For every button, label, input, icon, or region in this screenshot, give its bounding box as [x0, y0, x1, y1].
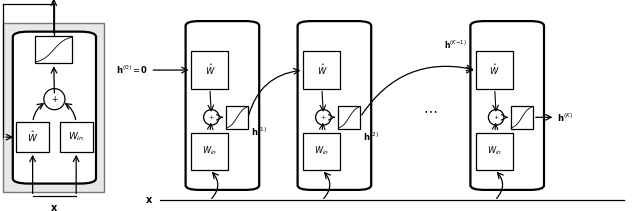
Bar	[303, 51, 340, 89]
Text: $\hat{W}$: $\hat{W}$	[27, 130, 38, 145]
Ellipse shape	[488, 110, 504, 125]
Bar	[511, 106, 533, 129]
Text: $W_{in}$: $W_{in}$	[314, 145, 330, 157]
Bar	[476, 51, 513, 89]
Text: $\cdots$: $\cdots$	[423, 103, 437, 117]
Text: $\mathbf{h}^{(2)}$: $\mathbf{h}^{(2)}$	[363, 130, 379, 142]
Text: $\mathbf{x}$: $\mathbf{x}$	[145, 195, 154, 206]
Ellipse shape	[204, 110, 219, 125]
Text: $W_{in}$: $W_{in}$	[202, 145, 218, 157]
Text: +: +	[209, 115, 214, 120]
Bar	[3, 23, 104, 192]
Text: $\mathbf{h}^{(K)}$: $\mathbf{h}^{(K)}$	[557, 111, 573, 123]
Text: $\hat{W}$: $\hat{W}$	[317, 63, 327, 77]
Text: $\mathbf{x}$: $\mathbf{x}$	[51, 203, 58, 211]
Bar	[476, 133, 513, 170]
Ellipse shape	[316, 110, 331, 125]
FancyBboxPatch shape	[13, 32, 96, 184]
Text: $\hat{W}$: $\hat{W}$	[205, 63, 215, 77]
Text: +: +	[51, 95, 58, 104]
Bar	[226, 106, 248, 129]
Text: +: +	[321, 115, 326, 120]
Bar	[35, 36, 72, 63]
FancyBboxPatch shape	[470, 21, 544, 190]
Text: $W_{in}$: $W_{in}$	[68, 131, 84, 143]
Text: $\hat{W}$: $\hat{W}$	[490, 63, 500, 77]
Text: $\mathbf{h}^{(0)}=\mathbf{0}$: $\mathbf{h}^{(0)}=\mathbf{0}$	[116, 64, 148, 76]
Text: $\mathbf{h}^{(K\!-\!1)}$: $\mathbf{h}^{(K\!-\!1)}$	[444, 39, 467, 51]
Bar	[303, 133, 340, 170]
Bar	[16, 122, 49, 152]
Text: +: +	[493, 115, 499, 120]
Bar	[338, 106, 360, 129]
FancyBboxPatch shape	[186, 21, 259, 190]
FancyBboxPatch shape	[298, 21, 371, 190]
Ellipse shape	[44, 89, 65, 110]
Bar	[191, 133, 228, 170]
Text: $W_{in}$: $W_{in}$	[487, 145, 502, 157]
Bar	[191, 51, 228, 89]
Text: $\mathbf{h}^{(1)}$: $\mathbf{h}^{(1)}$	[251, 126, 267, 138]
Bar	[60, 122, 93, 152]
